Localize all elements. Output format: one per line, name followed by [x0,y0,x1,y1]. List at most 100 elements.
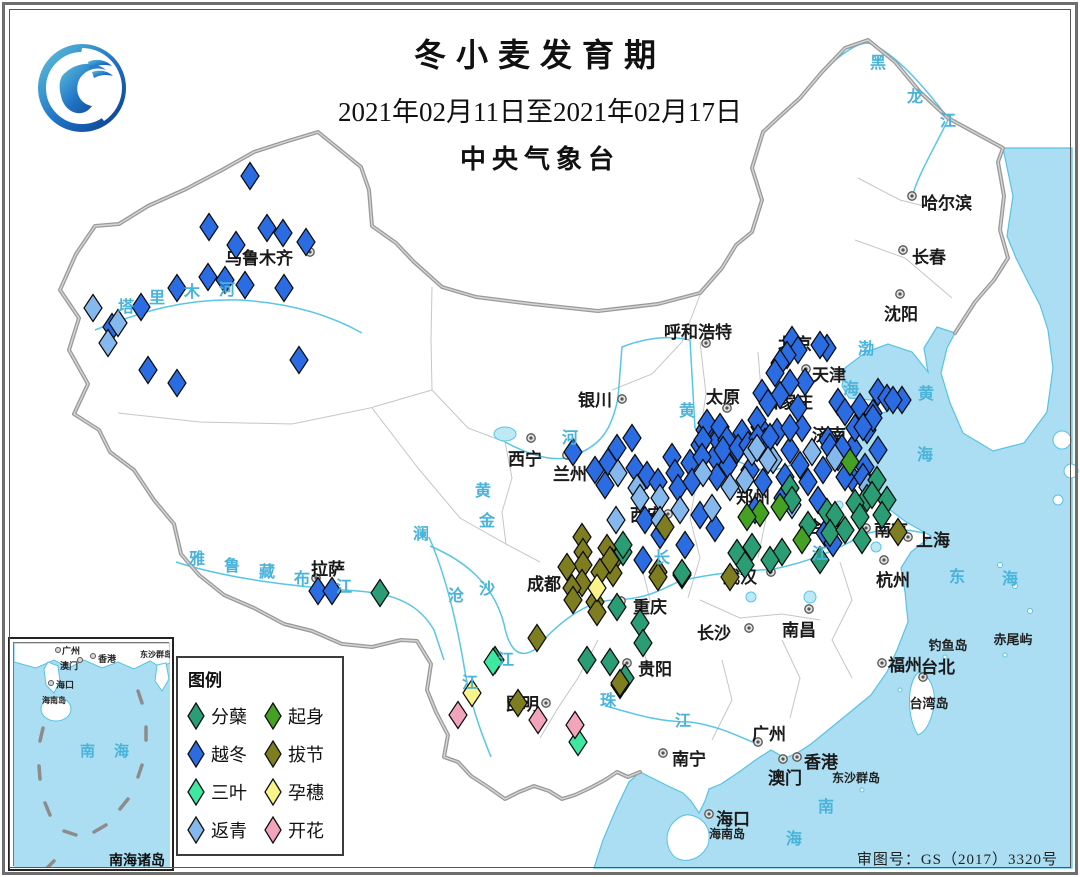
city-label: 西宁 [508,449,542,469]
water-label: 江 [675,712,691,730]
city-label: 南昌 [782,620,816,640]
songhua-river [912,119,949,195]
inset-sea [14,643,170,867]
legend-label-sanye: 三叶 [211,783,247,803]
city-label: 海口 [716,809,750,829]
marker-bajie [655,512,675,542]
marker-fennie [613,530,633,560]
water-label: 海 [917,445,933,464]
city-label: 兰州 [553,464,587,484]
city-label: 沈阳 [884,304,918,324]
legend-label-kaihua: 开花 [288,821,324,841]
marker-yuedong [563,437,583,467]
water-label: 雅 [188,549,205,568]
city-label: 福州 [887,655,922,675]
legend-label-qishen: 起身 [288,707,324,727]
marker-yuedong [753,467,773,497]
legend-label-bajie: 拔节 [288,745,324,765]
marker-yuedong [226,230,246,260]
water-label: 布 [294,569,310,588]
water-label: 沙 [479,580,495,598]
water-label: 塔 [118,297,135,316]
logo-dragon [59,63,106,114]
kaihua-diamond-icon [264,816,282,844]
city-西宁: 西宁 [508,433,542,469]
city-label: 太原 [706,387,740,407]
marker-yuedong [167,368,187,398]
city-dot-center [880,661,884,665]
marker-qishen [792,525,812,555]
marker-yuedong [622,423,642,453]
marker-fennie [820,518,840,548]
legend-items: 分蘖 越冬 三叶 返青 起身 拔节 孕穗 开花 [186,697,334,849]
water-label: 东 [949,567,965,586]
legend-label-fennie: 分蘖 [211,707,247,727]
water-label: 里 [149,289,165,307]
poyang-lake [803,590,817,604]
city-上海: 上海 [903,530,950,550]
city-香港: 香港 [792,752,839,772]
marker-yuedong [167,273,187,303]
yunsui-diamond-icon [264,778,282,806]
island-label: 钓鱼岛 [928,638,967,653]
inset-label: 海 [114,742,129,760]
city-dot-center [544,701,548,705]
marker-yuedong [790,450,810,480]
city-dot-center [707,812,711,816]
south-china-sea-inset: 广州 香港 澳门 海口 海南岛 东沙群岛南 海南海诸岛 [8,637,174,871]
water-label: 河 [219,280,235,299]
city-长春: 长春 [898,245,946,267]
city-dot-center [529,436,533,440]
marker-yuedong [795,367,815,397]
city-dot-center [747,626,751,630]
water-label: 黄 [475,481,491,500]
water-label: 龙 [906,87,923,106]
island-label: 海南岛 [709,826,745,841]
city-dot-center [910,194,914,198]
inset-label: 海南岛 [42,695,66,705]
inset-hainan [40,696,72,722]
qinghai-lake [493,426,517,442]
island-label: 东沙群岛 [832,770,880,785]
sanye-diamond-icon [187,778,205,806]
marker-yuedong [853,412,873,442]
marker-yuedong [705,513,725,543]
islands [666,430,1079,861]
cma-logo [38,44,126,132]
marker-yuedong [198,262,218,292]
yuedong-diamond-icon [187,740,205,768]
city-label: 成都 [527,574,561,594]
marker-fennie [672,558,692,588]
city-label: 澳门 [768,768,802,788]
city-label: 拉萨 [311,559,345,579]
marker-fennie [852,525,872,555]
marker-yuedong [675,530,695,560]
marker-yuedong [131,292,151,322]
marker-yuedong [758,388,778,418]
marker-qishen [840,447,860,477]
marker-bajie [720,562,740,592]
marker-fennie [872,500,892,530]
city-dot-center [661,751,665,755]
city-label: 台北 [921,657,955,677]
logo-stroke [88,59,112,69]
city-太原: 太原 [706,387,740,413]
legend-item-bajie: 拔节 [263,735,334,773]
marker-yuedong [635,505,655,535]
city-长沙: 长沙 [697,623,754,643]
marker-bajie [557,552,577,582]
marker-fanqing [758,445,778,475]
legend-item-fennie: 分蘖 [186,697,257,735]
marker-fanqing [98,328,118,358]
water-label: 江 [462,674,478,692]
water-label: 江 [336,578,352,596]
city-label: 长沙 [697,623,731,643]
city-银川: 银川 [578,390,627,410]
island-label: 赤尾屿 [993,632,1032,647]
marker-fanqing [608,458,628,488]
yarlung-river [175,561,445,661]
city-南昌: 南昌 [782,604,816,640]
city-dot-center [620,397,624,401]
marker-yuedong [780,435,800,465]
